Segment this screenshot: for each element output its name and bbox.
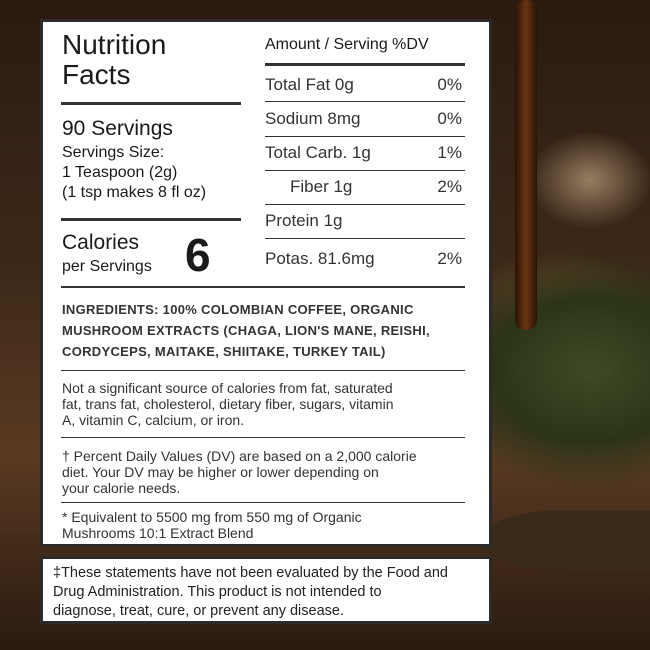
divider [61, 437, 465, 438]
table-header: Amount / Serving %DV [265, 36, 429, 53]
coffee-pour-image [515, 0, 537, 330]
nutrient-name: Fiber 1g [290, 177, 353, 196]
serving-note: (1 tsp makes 8 fl oz) [62, 184, 207, 201]
divider [61, 286, 465, 288]
fda-disclaimer-box: ‡These statements have not been evaluate… [40, 556, 492, 624]
note-line: Not a significant source of calories fro… [62, 380, 393, 396]
note-line: † Percent Daily Values (DV) are based on… [62, 448, 417, 464]
note-line: your calorie needs. [62, 480, 181, 496]
divider [61, 502, 465, 503]
divider [265, 238, 465, 239]
nutrient-name: Total Fat 0g [265, 75, 354, 94]
calories-label: Calories [62, 231, 140, 254]
divider [265, 136, 465, 137]
ingredients-line: CORDYCEPS, MAITAKE, SHIITAKE, TURKEY TAI… [62, 344, 386, 359]
ingredients-line: MUSHROOM EXTRACTS (CHAGA, LION'S MANE, R… [62, 323, 430, 338]
calories-value: 6 [185, 229, 211, 281]
divider [265, 170, 465, 171]
title-line1: Nutrition [62, 29, 167, 60]
calories-per: per Servings [62, 258, 152, 275]
ingredients-line: INGREDIENTS: 100% COLOMBIAN COFFEE, ORGA… [62, 302, 414, 317]
nutrient-dv: 2% [437, 177, 462, 196]
nutrient-name: Sodium 8mg [265, 109, 361, 128]
note-line: Mushrooms 10:1 Extract Blend [62, 525, 254, 541]
disclaimer-line: ‡These statements have not been evaluate… [53, 565, 448, 581]
disclaimer-line: diagnose, treat, cure, or prevent any di… [53, 603, 344, 619]
divider [61, 218, 241, 221]
divider [265, 63, 465, 66]
disclaimer-line: Drug Administration. This product is not… [53, 584, 382, 600]
divider [61, 370, 465, 371]
serving-size-label: Servings Size: [62, 144, 165, 161]
note-line: diet. Your DV may be higher or lower dep… [62, 464, 379, 480]
nutrient-dv: 2% [437, 249, 462, 268]
serving-size-value: 1 Teaspoon (2g) [62, 164, 178, 181]
note-line: A, vitamin C, calcium, or iron. [62, 412, 245, 428]
nutrient-name: Total Carb. 1g [265, 143, 371, 162]
nutrient-name: Potas. 81.6mg [265, 249, 375, 268]
nutrient-dv: 0% [437, 75, 462, 94]
note-line: * Equivalent to 5500 mg from 550 mg of O… [62, 509, 362, 525]
title-line2: Facts [62, 59, 131, 90]
nutrition-facts-panel: Nutrition Facts 90 Servings Servings Siz… [40, 19, 492, 547]
nutrient-dv: 0% [437, 109, 462, 128]
nutrient-name: Protein 1g [265, 211, 343, 230]
saucer-image [480, 510, 650, 570]
divider [265, 204, 465, 205]
nutrient-dv: 1% [437, 143, 462, 162]
divider [61, 102, 241, 105]
servings-count: 90 Servings [62, 117, 173, 140]
note-line: fat, trans fat, cholesterol, dietary fib… [62, 396, 394, 412]
divider [265, 101, 465, 102]
